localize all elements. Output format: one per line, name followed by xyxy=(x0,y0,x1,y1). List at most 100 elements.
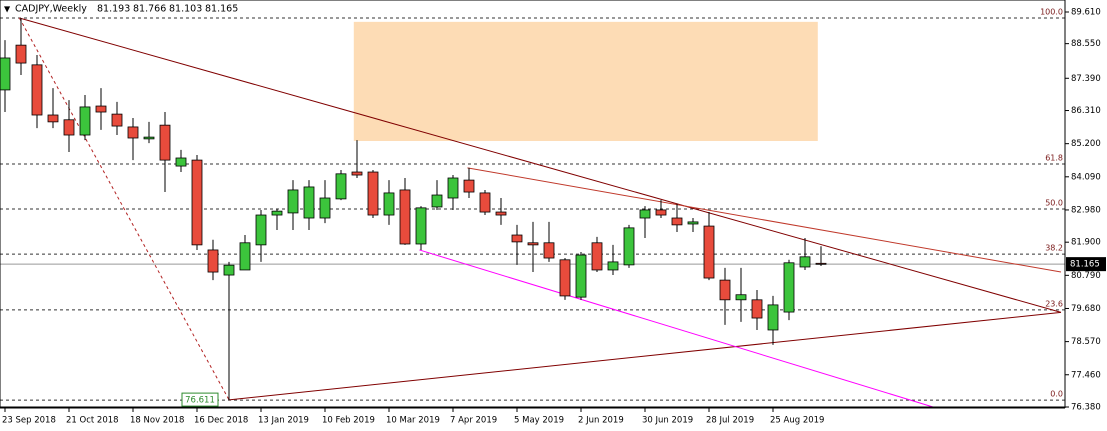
candle-body xyxy=(719,279,731,301)
candle-body xyxy=(287,189,299,214)
candle-body xyxy=(223,264,235,276)
candle-body xyxy=(495,211,507,216)
candle-body xyxy=(47,114,59,123)
candle-body xyxy=(543,242,555,259)
candle-body xyxy=(591,242,603,271)
candle-body xyxy=(239,242,251,271)
candle-body xyxy=(191,159,203,246)
candle-body xyxy=(399,189,411,245)
fib-label: 38.2 xyxy=(1045,244,1063,253)
candle-body xyxy=(735,294,747,301)
candle-body xyxy=(751,299,763,319)
low-label: 76.611 xyxy=(185,396,215,406)
candle-body xyxy=(335,173,347,200)
candle-body xyxy=(175,157,187,167)
candle-body xyxy=(623,227,635,266)
trend-line xyxy=(467,167,1062,273)
candle-body xyxy=(799,256,811,268)
candle-body xyxy=(111,113,123,127)
x-tick-label: 13 Jan 2019 xyxy=(258,416,309,426)
x-tick-label: 7 Apr 2019 xyxy=(450,416,497,426)
candle-body xyxy=(319,197,331,219)
candle-body xyxy=(479,192,491,213)
fib-label: 50.0 xyxy=(1045,199,1063,208)
y-tick-label: 86.310 xyxy=(1071,106,1101,116)
candle-body xyxy=(207,249,219,273)
candle-body xyxy=(687,221,699,225)
trend-line xyxy=(228,311,1062,401)
x-tick-label: 30 Jun 2019 xyxy=(642,416,693,426)
y-tick-label: 79.680 xyxy=(1071,304,1101,314)
trend-line xyxy=(18,17,230,401)
candle-body xyxy=(31,64,43,116)
collapse-icon: ▼ xyxy=(4,5,11,14)
candle-body xyxy=(607,261,619,271)
y-tick-label: 78.570 xyxy=(1071,337,1101,347)
candle-body xyxy=(255,214,267,246)
x-tick-label: 5 May 2019 xyxy=(514,416,564,426)
candle-body xyxy=(463,179,475,193)
candle-body xyxy=(447,177,459,199)
candle-body xyxy=(383,192,395,216)
candle-body xyxy=(351,171,363,176)
price-tag-label: 81.165 xyxy=(1070,260,1100,270)
candle-body xyxy=(271,210,283,216)
trend-line xyxy=(19,17,1062,313)
x-tick-label: 10 Mar 2019 xyxy=(386,416,440,426)
candle-body xyxy=(575,254,587,298)
candle-body xyxy=(527,242,539,246)
trend-line xyxy=(419,249,934,408)
candle-body xyxy=(127,126,139,139)
candle-body xyxy=(671,217,683,226)
y-tick-label: 76.380 xyxy=(1071,403,1101,413)
candle-body xyxy=(0,57,11,91)
frame xyxy=(0,0,1066,408)
x-tick-label: 10 Feb 2019 xyxy=(322,416,375,426)
header-low: 81.103 xyxy=(169,4,202,15)
fib-label: 23.6 xyxy=(1045,299,1063,308)
x-tick-label: 18 Nov 2018 xyxy=(130,416,184,426)
x-tick-label: 23 Sep 2018 xyxy=(2,416,56,426)
fib-label: 0.0 xyxy=(1050,390,1063,399)
candle-body xyxy=(367,171,379,216)
candle-body xyxy=(655,209,667,216)
y-tick-label: 77.460 xyxy=(1071,370,1101,380)
candle-body xyxy=(639,209,651,219)
candle-body xyxy=(767,304,779,331)
candle-body xyxy=(15,44,27,64)
y-tick-label: 87.390 xyxy=(1071,74,1101,84)
candle-body xyxy=(815,262,827,265)
y-tick-label: 84.090 xyxy=(1071,172,1101,182)
plot-area: 100.0 61.8 50.0 38.2 23.6 0.0 xyxy=(0,7,1065,408)
candle-body xyxy=(79,106,91,136)
x-tick-label: 25 Aug 2019 xyxy=(770,416,824,426)
candle-body xyxy=(431,194,443,208)
fib-label: 61.8 xyxy=(1045,153,1063,162)
candle-body xyxy=(303,186,315,219)
y-tick-label: 89.610 xyxy=(1071,8,1101,18)
fib-label: 100.0 xyxy=(1040,7,1063,16)
zone xyxy=(353,21,818,141)
price-tag xyxy=(1066,257,1106,272)
x-tick-label: 28 Jul 2019 xyxy=(706,416,754,426)
candle-body xyxy=(511,234,523,243)
candle-body xyxy=(703,225,715,279)
y-tick-label: 80.790 xyxy=(1071,271,1101,281)
header-open: 81.193 xyxy=(97,4,130,15)
candle-body xyxy=(159,124,171,161)
candle-body xyxy=(559,259,571,297)
candle-body xyxy=(783,262,795,313)
header-high: 81.766 xyxy=(133,4,166,15)
y-tick-label: 82.980 xyxy=(1071,205,1101,215)
candle-body xyxy=(63,119,75,136)
header-close: 81.165 xyxy=(205,4,238,15)
y-tick-label: 88.550 xyxy=(1071,39,1101,49)
low-label-box xyxy=(181,392,219,407)
candle-body xyxy=(415,207,427,245)
y-tick-label: 85.200 xyxy=(1071,139,1101,149)
x-tick-label: 2 Jun 2019 xyxy=(578,416,624,426)
x-tick-label: 16 Dec 2018 xyxy=(194,416,248,426)
chart-title: CADJPY,Weekly xyxy=(15,4,87,15)
candle-body xyxy=(143,136,155,140)
